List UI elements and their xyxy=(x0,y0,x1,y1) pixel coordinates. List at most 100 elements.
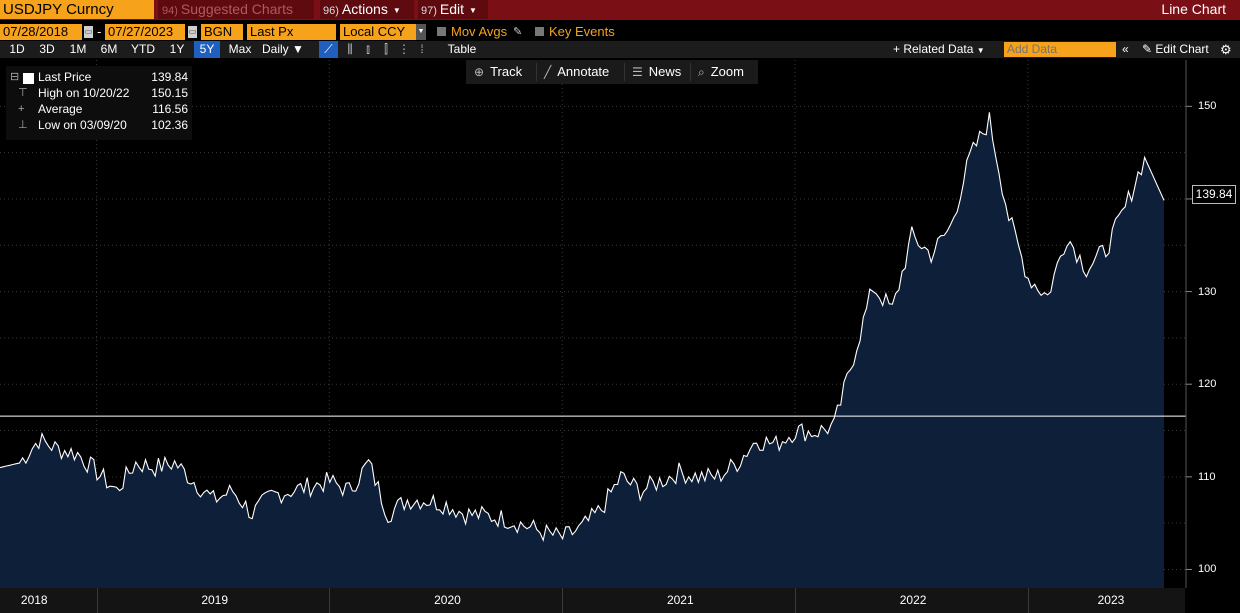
suggested-charts-number: 94) xyxy=(162,5,178,17)
legend-average-value: 116.56 xyxy=(152,102,188,116)
zoom-icon: ⌕ xyxy=(698,65,705,79)
security-field[interactable]: USDJPY Curncy xyxy=(0,0,154,19)
related-data-button[interactable]: + Related Data ▼ xyxy=(893,42,985,56)
end-date-field[interactable]: 07/27/2023 xyxy=(105,24,185,40)
table-button[interactable]: Table xyxy=(447,42,477,56)
zoom-tool[interactable]: ⌕ Zoom xyxy=(698,60,744,84)
x-axis-year-label: 2023 xyxy=(1097,593,1125,607)
legend-last-value: 139.84 xyxy=(151,70,188,84)
legend-average-label: Average xyxy=(38,102,83,116)
add-data-input[interactable] xyxy=(1004,42,1116,57)
annotate-label: Annotate xyxy=(557,64,610,79)
x-axis-year-label: 2018 xyxy=(20,593,48,607)
currency-selector[interactable]: Local CCY xyxy=(340,24,416,40)
frequency-label: Daily xyxy=(262,42,289,56)
gear-icon[interactable]: ⚙ xyxy=(1220,42,1232,57)
line-chart-icon[interactable]: ⟋ xyxy=(319,41,338,58)
high-low-icon[interactable]: ⫿ xyxy=(384,42,388,56)
chart-type-title: Line Chart xyxy=(1161,1,1226,17)
edit-menu-button[interactable]: 97) Edit ▼ xyxy=(418,0,488,19)
range-6m-button[interactable]: 6M xyxy=(100,42,118,56)
crosshair-icon: ⊕ xyxy=(474,65,485,79)
edit-chart-label: Edit Chart xyxy=(1155,42,1209,56)
pencil-icon[interactable]: ✎ xyxy=(513,26,523,38)
track-label: Track xyxy=(490,64,523,79)
zoom-label: Zoom xyxy=(710,64,744,79)
x-axis-year-label: 2021 xyxy=(666,593,694,607)
range-max-button[interactable]: Max xyxy=(228,42,252,56)
legend-row-low: ⊥ Low on 03/09/20 102.36 xyxy=(6,117,192,133)
x-axis-separator xyxy=(562,588,564,613)
key-events-label[interactable]: Key Events xyxy=(549,24,615,39)
legend-low-label: Low on 03/09/20 xyxy=(38,118,127,132)
y-axis-ticks xyxy=(1186,105,1192,570)
mov-avgs-checkbox[interactable] xyxy=(437,27,446,36)
y-tick-label: 130 xyxy=(1198,285,1217,298)
x-axis: 2018 2019 2020 2021 2022 2023 xyxy=(0,588,1185,613)
y-tick-label: 150 xyxy=(1198,100,1217,113)
range-1y-button[interactable]: 1Y xyxy=(169,42,185,56)
range-ytd-button[interactable]: YTD xyxy=(131,42,155,56)
x-axis-year-label: 2022 xyxy=(899,593,927,607)
bars-icon[interactable]: ⁞ xyxy=(420,42,424,56)
date-separator: - xyxy=(97,24,102,39)
range-3d-button[interactable]: 3D xyxy=(39,42,55,56)
controls-row: 07/28/2018 ▭ - 07/27/2023 ▭ BGN Last Px … xyxy=(0,24,1240,41)
news-label: News xyxy=(648,64,682,79)
pencil-icon: ✎ xyxy=(1142,42,1153,56)
x-axis-separator xyxy=(329,588,331,613)
annotate-icon: ╱ xyxy=(544,65,552,79)
start-date-field[interactable]: 07/28/2018 xyxy=(0,24,82,40)
caret-down-icon: ▼ xyxy=(469,6,477,15)
caret-down-icon: ▼ xyxy=(976,46,985,55)
actions-number: 96) xyxy=(323,5,339,17)
range-1m-button[interactable]: 1M xyxy=(69,42,87,56)
range-1d-button[interactable]: 1D xyxy=(9,42,25,56)
high-marker-icon: ⊤ xyxy=(18,87,28,99)
actions-menu-button[interactable]: 96) Actions ▼ xyxy=(320,0,414,19)
legend-high-value: 150.15 xyxy=(151,86,188,100)
field-selector[interactable]: Last Px xyxy=(247,24,336,40)
suggested-charts-button[interactable]: 94) Suggested Charts xyxy=(158,0,314,19)
series-swatch xyxy=(23,73,34,84)
last-price-label: 139.84 xyxy=(1192,185,1236,204)
collapse-icon[interactable]: « xyxy=(1122,42,1129,56)
suggested-charts-label: Suggested Charts xyxy=(180,1,293,17)
actions-label: Actions xyxy=(341,1,388,17)
annotate-tool[interactable]: ╱ Annotate xyxy=(544,60,609,84)
news-icon: ☰ xyxy=(632,65,643,79)
track-tool[interactable]: ⊕ Track xyxy=(474,60,522,84)
bar-chart-icon[interactable]: ⫾ xyxy=(366,42,370,56)
news-tool[interactable]: ☰ News xyxy=(632,60,681,84)
range-5y-button[interactable]: 5Y xyxy=(194,41,220,58)
key-events-checkbox[interactable] xyxy=(535,27,544,36)
range-toolbar: 1D 3D 1M 6M YTD 1Y 5Y Max Daily ▼ ⟋ ⫼ ⫾ … xyxy=(0,41,1240,58)
calendar-icon[interactable]: ▭ xyxy=(84,26,93,38)
currency-dropdown-icon[interactable]: ▼ xyxy=(416,24,426,40)
edit-label: Edit xyxy=(439,1,465,17)
legend-high-label: High on 10/20/22 xyxy=(38,86,130,100)
y-tick-label: 110 xyxy=(1198,470,1216,483)
caret-down-icon: ▼ xyxy=(392,6,401,15)
mov-avgs-label[interactable]: Mov Avgs xyxy=(451,24,508,39)
collapse-tree-icon[interactable]: ⊟ xyxy=(10,71,20,83)
average-marker-icon: + xyxy=(18,103,25,115)
tool-divider xyxy=(624,63,625,81)
candlestick-icon[interactable]: ⫼ xyxy=(347,42,353,56)
edit-chart-button[interactable]: ✎ Edit Chart xyxy=(1142,41,1209,58)
ohlc-icon[interactable]: ⋮ xyxy=(398,42,410,56)
y-tick-label: 100 xyxy=(1198,563,1217,576)
x-axis-separator xyxy=(795,588,796,613)
y-tick-label: 120 xyxy=(1198,378,1217,391)
price-area xyxy=(0,112,1164,589)
source-field[interactable]: BGN xyxy=(201,24,243,40)
frequency-dropdown[interactable]: Daily ▼ xyxy=(262,41,314,58)
x-axis-separator xyxy=(96,588,98,613)
tool-divider xyxy=(536,63,537,81)
legend-row-high: ⊤ High on 10/20/22 150.15 xyxy=(6,85,192,101)
x-axis-separator xyxy=(1027,588,1029,613)
legend-row-last: ⊟ Last Price 139.84 xyxy=(6,69,192,85)
legend-last-label: Last Price xyxy=(38,70,92,84)
calendar-icon[interactable]: ▭ xyxy=(188,26,197,38)
